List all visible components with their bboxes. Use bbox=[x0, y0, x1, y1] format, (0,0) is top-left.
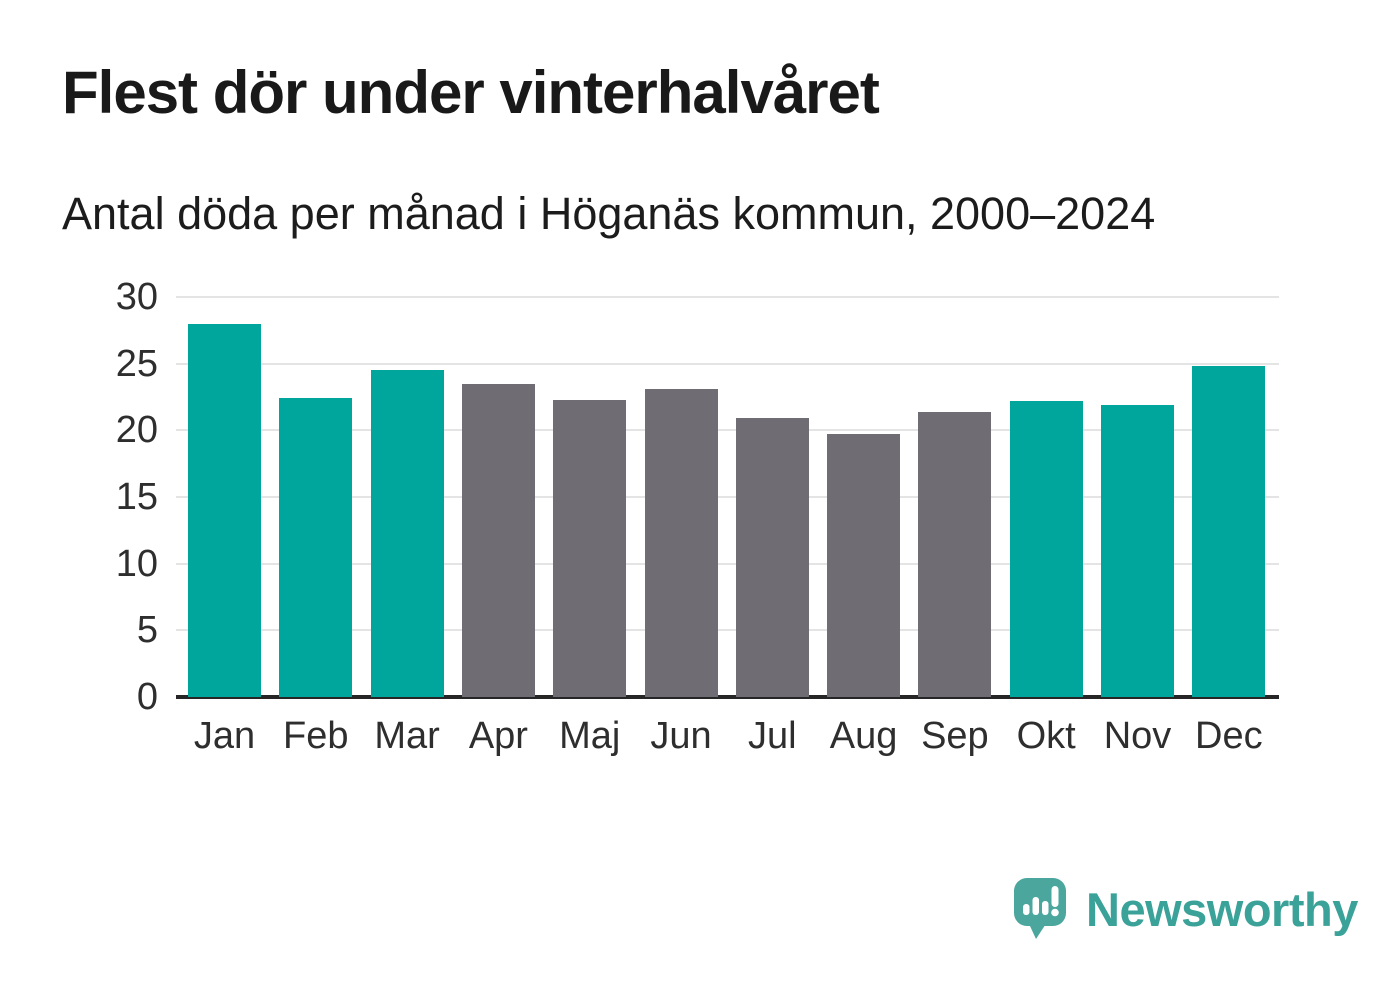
y-tick-label-30: 30 bbox=[115, 276, 158, 318]
x-tick-label-jul: Jul bbox=[748, 715, 797, 757]
newsworthy-logo-icon bbox=[1014, 878, 1066, 939]
y-tick-label-5: 5 bbox=[136, 609, 158, 652]
y-tick-label-20: 20 bbox=[115, 409, 158, 452]
x-tick-label-dec: Dec bbox=[1195, 715, 1263, 757]
x-tick-label-feb: Feb bbox=[283, 715, 349, 757]
y-tick-label-0: 0 bbox=[136, 676, 158, 718]
bar-chart: 0 5 10 15 20 25 30 Jan Feb Mar Apr Maj Jun Jul Aug Sep O… bbox=[0, 276, 1382, 777]
x-tick-label-nov: Nov bbox=[1103, 715, 1172, 757]
y-gridline-25 bbox=[176, 362, 1279, 365]
y-gridline-15 bbox=[176, 496, 1279, 498]
x-tick-label-sep: Sep bbox=[921, 715, 989, 757]
bar-dec bbox=[1192, 366, 1266, 697]
brand-name: Newsworthy bbox=[1086, 882, 1358, 936]
x-tick-label-maj: Maj bbox=[559, 715, 621, 757]
bar-jan bbox=[188, 323, 261, 697]
bar-sep bbox=[918, 411, 992, 697]
x-tick-label-okt: Okt bbox=[1016, 715, 1076, 757]
chart-subtitle: Antal döda per månad i Höganäs kommun, 2… bbox=[62, 188, 1156, 239]
y-tick-label-10: 10 bbox=[115, 542, 158, 585]
x-tick-label-mar: Mar bbox=[374, 715, 440, 757]
y-gridline-10 bbox=[176, 562, 1279, 565]
x-tick-label-jun: Jun bbox=[650, 715, 712, 757]
y-gridline-20 bbox=[176, 429, 1279, 432]
y-gridline-30 bbox=[176, 296, 1279, 298]
bar-jul bbox=[735, 418, 809, 697]
x-tick-label-jan: Jan bbox=[193, 715, 256, 757]
brand-footer: Newsworthy bbox=[1012, 877, 1358, 941]
chart-title: Flest dör under vinterhalvåret bbox=[62, 59, 880, 126]
x-tick-label-aug: Aug bbox=[829, 715, 898, 757]
bar-maj bbox=[553, 399, 627, 697]
bar-apr bbox=[461, 383, 535, 697]
bar-nov bbox=[1101, 405, 1174, 697]
y-tick-label-15: 15 bbox=[115, 476, 158, 518]
x-axis-line bbox=[176, 695, 1279, 699]
bar-okt bbox=[1009, 401, 1083, 697]
bar-feb bbox=[279, 398, 353, 697]
bar-aug bbox=[827, 434, 901, 697]
bar-mar bbox=[370, 370, 444, 697]
x-tick-label-apr: Apr bbox=[468, 715, 528, 757]
y-tick-label-25: 25 bbox=[115, 342, 158, 385]
bar-jun bbox=[644, 389, 718, 697]
y-gridline-5 bbox=[176, 629, 1279, 632]
